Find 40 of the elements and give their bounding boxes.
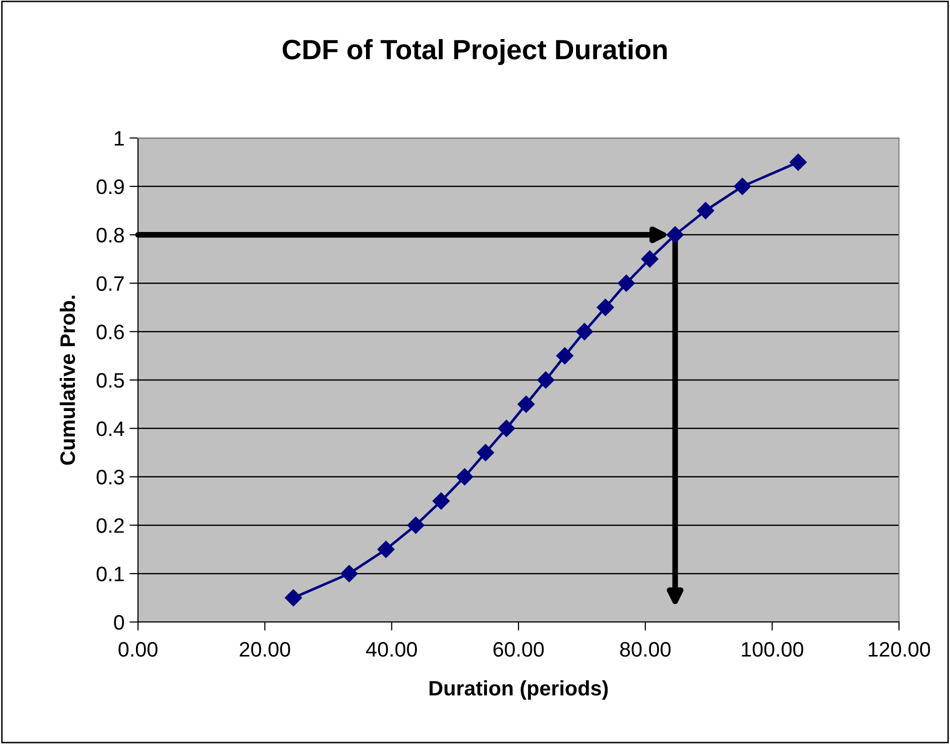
point: [697, 202, 714, 220]
y-tick-label: 0: [114, 615, 124, 630]
point: [377, 540, 395, 558]
point: [576, 323, 594, 340]
x-tick-label: 0.00: [118, 642, 158, 657]
x-tick-label: 40.00: [366, 642, 417, 657]
x-tick-label: 120.00: [868, 642, 930, 657]
y-tick-label: 0.8: [96, 228, 124, 243]
point: [666, 226, 684, 244]
x-axis-title: Duration (periods): [430, 680, 608, 700]
y-tick-label: 0.5: [96, 373, 124, 388]
point: [537, 371, 554, 389]
y-tick-label: 1: [114, 131, 124, 146]
point: [498, 420, 516, 437]
point: [618, 274, 635, 292]
x-tick-label: 60.00: [493, 642, 544, 657]
x-tick-label: 80.00: [620, 642, 671, 657]
x-tick-label: 20.00: [240, 642, 290, 657]
point: [432, 492, 450, 510]
point: [556, 347, 574, 364]
point: [641, 250, 658, 268]
y-tick-label: 0.7: [96, 276, 124, 291]
y-tick-label: 0.2: [96, 518, 124, 533]
y-tick-label: 0.4: [96, 421, 124, 436]
chart-title: CDF of Total Project Duration: [282, 39, 667, 65]
point: [456, 468, 474, 486]
point: [518, 396, 535, 413]
y-tick-label: 0.9: [96, 179, 124, 194]
point: [407, 516, 424, 534]
x-tick-label: 100.00: [742, 642, 804, 657]
point: [734, 178, 751, 195]
y-tick-label: 0.3: [96, 470, 124, 485]
y-tick-label: 0.1: [96, 566, 124, 582]
point: [790, 154, 807, 171]
point: [596, 298, 614, 316]
point: [476, 444, 494, 462]
point: [340, 565, 358, 582]
y-tick-label: 0.6: [96, 324, 124, 340]
y-axis-title: Cumulative Prob.: [60, 296, 76, 465]
point: [284, 589, 302, 606]
